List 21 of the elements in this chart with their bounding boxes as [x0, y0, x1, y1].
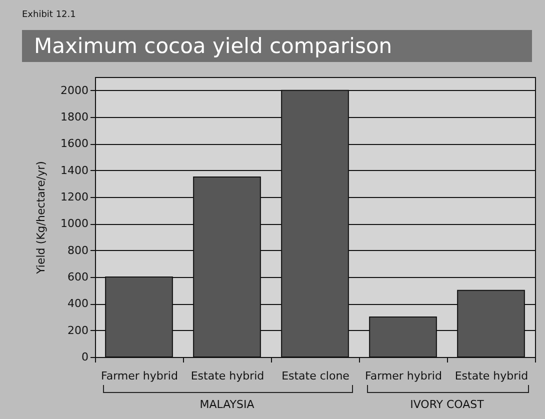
y-tick-label: 1800 [60, 110, 88, 124]
x-tick-label: Farmer hybrid [365, 370, 442, 382]
y-tick-label: 1200 [60, 190, 88, 204]
y-axis-title: Yield (Kg/hectare/yr) [34, 161, 48, 275]
y-tick-label: 1400 [60, 164, 88, 177]
y-tick-label: 600 [68, 270, 88, 284]
y-tick-label: 1600 [60, 137, 88, 150]
y-tick-label: 800 [68, 244, 88, 257]
y-tick-label: 2000 [60, 84, 88, 97]
x-tick-label: Estate clone [282, 370, 350, 382]
y-tick-label: 0 [82, 350, 88, 364]
y-tick-label: 400 [68, 297, 88, 310]
x-tick-label: Estate hybrid [190, 370, 264, 382]
x-tick-label: Estate hybrid [454, 370, 528, 382]
y-tick-label: 200 [68, 324, 88, 337]
y-tick-label: 1000 [60, 217, 88, 230]
chart-title: Maximum cocoa yield comparison [22, 30, 532, 62]
x-tick-label: Farmer hybrid [101, 370, 178, 382]
text: IVORY COAST [409, 398, 485, 411]
text: MALAYSIA [198, 398, 256, 411]
text: Exhibit 12.1 [22, 10, 76, 20]
